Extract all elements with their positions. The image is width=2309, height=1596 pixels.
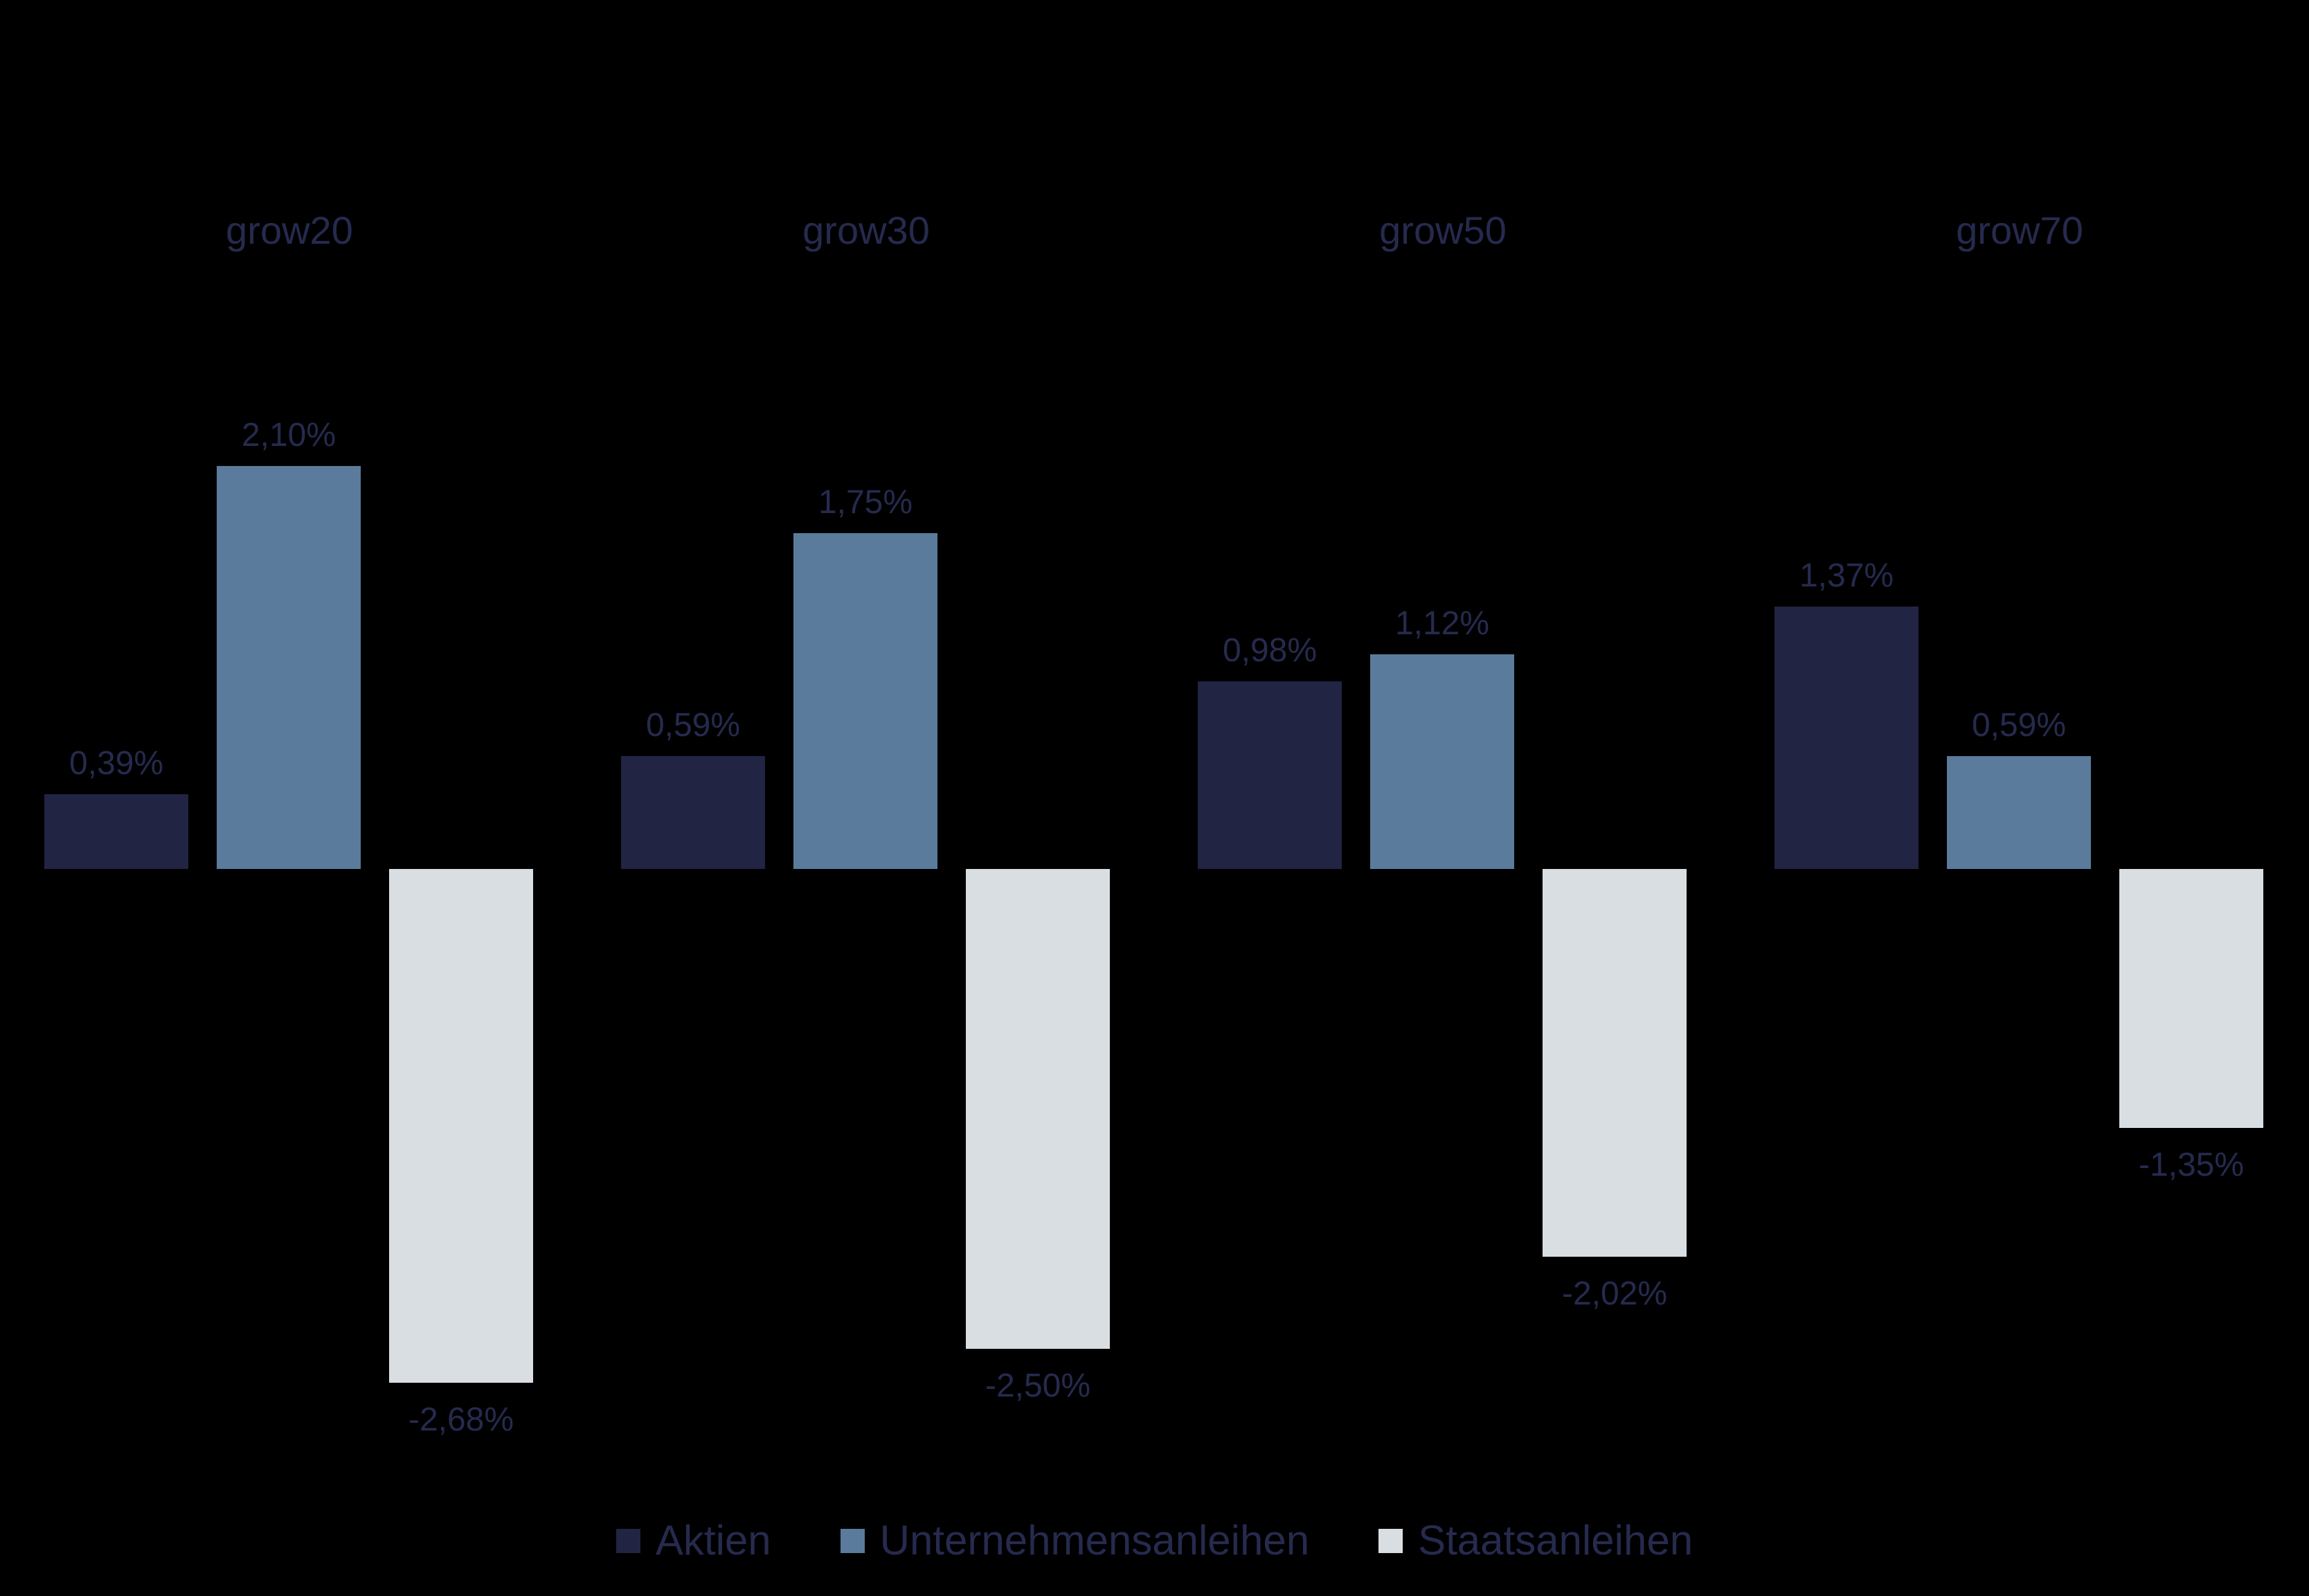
legend-label-staatsanleihen: Staatsanleihen: [1418, 1517, 1693, 1563]
category-label-grow70: grow70: [1956, 208, 2083, 252]
bar-grow30-unternehmensanleihen: [793, 533, 937, 869]
legend-label-unternehmensanleihen: Unternehmensanleihen: [879, 1517, 1310, 1563]
legend-swatch-unternehmensanleihen: [840, 1528, 865, 1553]
bar-grow20-aktien: [44, 794, 188, 869]
bar-grow50-unternehmensanleihen: [1370, 654, 1514, 869]
value-label-grow70-aktien: 1,37%: [1799, 557, 1894, 594]
category-label-grow50: grow50: [1379, 208, 1507, 252]
value-label-grow20-unternehmensanleihen: 2,10%: [241, 417, 336, 454]
legend-item-aktien: Aktien: [616, 1516, 771, 1565]
bar-grow50-aktien: [1198, 681, 1342, 869]
value-label-grow20-aktien: 0,39%: [69, 745, 164, 782]
bar-grow50-staatsanleihen: [1543, 869, 1687, 1257]
value-label-grow70-unternehmensanleihen: 0,59%: [1971, 707, 2067, 744]
legend-label-aktien: Aktien: [655, 1517, 771, 1563]
category-label-grow30: grow30: [802, 208, 930, 252]
value-label-grow50-staatsanleihen: -2,02%: [1561, 1275, 1668, 1312]
value-label-grow30-aktien: 0,59%: [645, 707, 741, 744]
bar-grow70-staatsanleihen: [2119, 869, 2263, 1128]
bar-grow30-aktien: [621, 756, 765, 869]
legend: Aktien Unternehmensanleihen Staatsanleih…: [0, 1516, 2309, 1565]
bar-grow70-aktien: [1775, 607, 1919, 869]
value-label-grow50-unternehmensanleihen: 1,12%: [1394, 605, 1490, 642]
value-label-grow30-staatsanleihen: -2,50%: [985, 1368, 1091, 1404]
value-label-grow70-staatsanleihen: -1,35%: [2138, 1147, 2245, 1183]
bar-grow70-unternehmensanleihen: [1947, 756, 2091, 869]
value-label-grow50-aktien: 0,98%: [1222, 632, 1318, 669]
legend-swatch-staatsanleihen: [1378, 1528, 1403, 1553]
bar-grow30-staatsanleihen: [966, 869, 1110, 1349]
bar-grow20-unternehmensanleihen: [217, 466, 361, 869]
value-label-grow30-unternehmensanleihen: 1,75%: [818, 484, 913, 521]
bar-grow20-staatsanleihen: [389, 869, 533, 1383]
legend-swatch-aktien: [616, 1528, 640, 1553]
category-label-grow20: grow20: [226, 208, 353, 252]
legend-item-unternehmensanleihen: Unternehmensanleihen: [840, 1516, 1310, 1565]
value-label-grow20-staatsanleihen: -2,68%: [408, 1401, 514, 1438]
legend-item-staatsanleihen: Staatsanleihen: [1378, 1516, 1693, 1565]
